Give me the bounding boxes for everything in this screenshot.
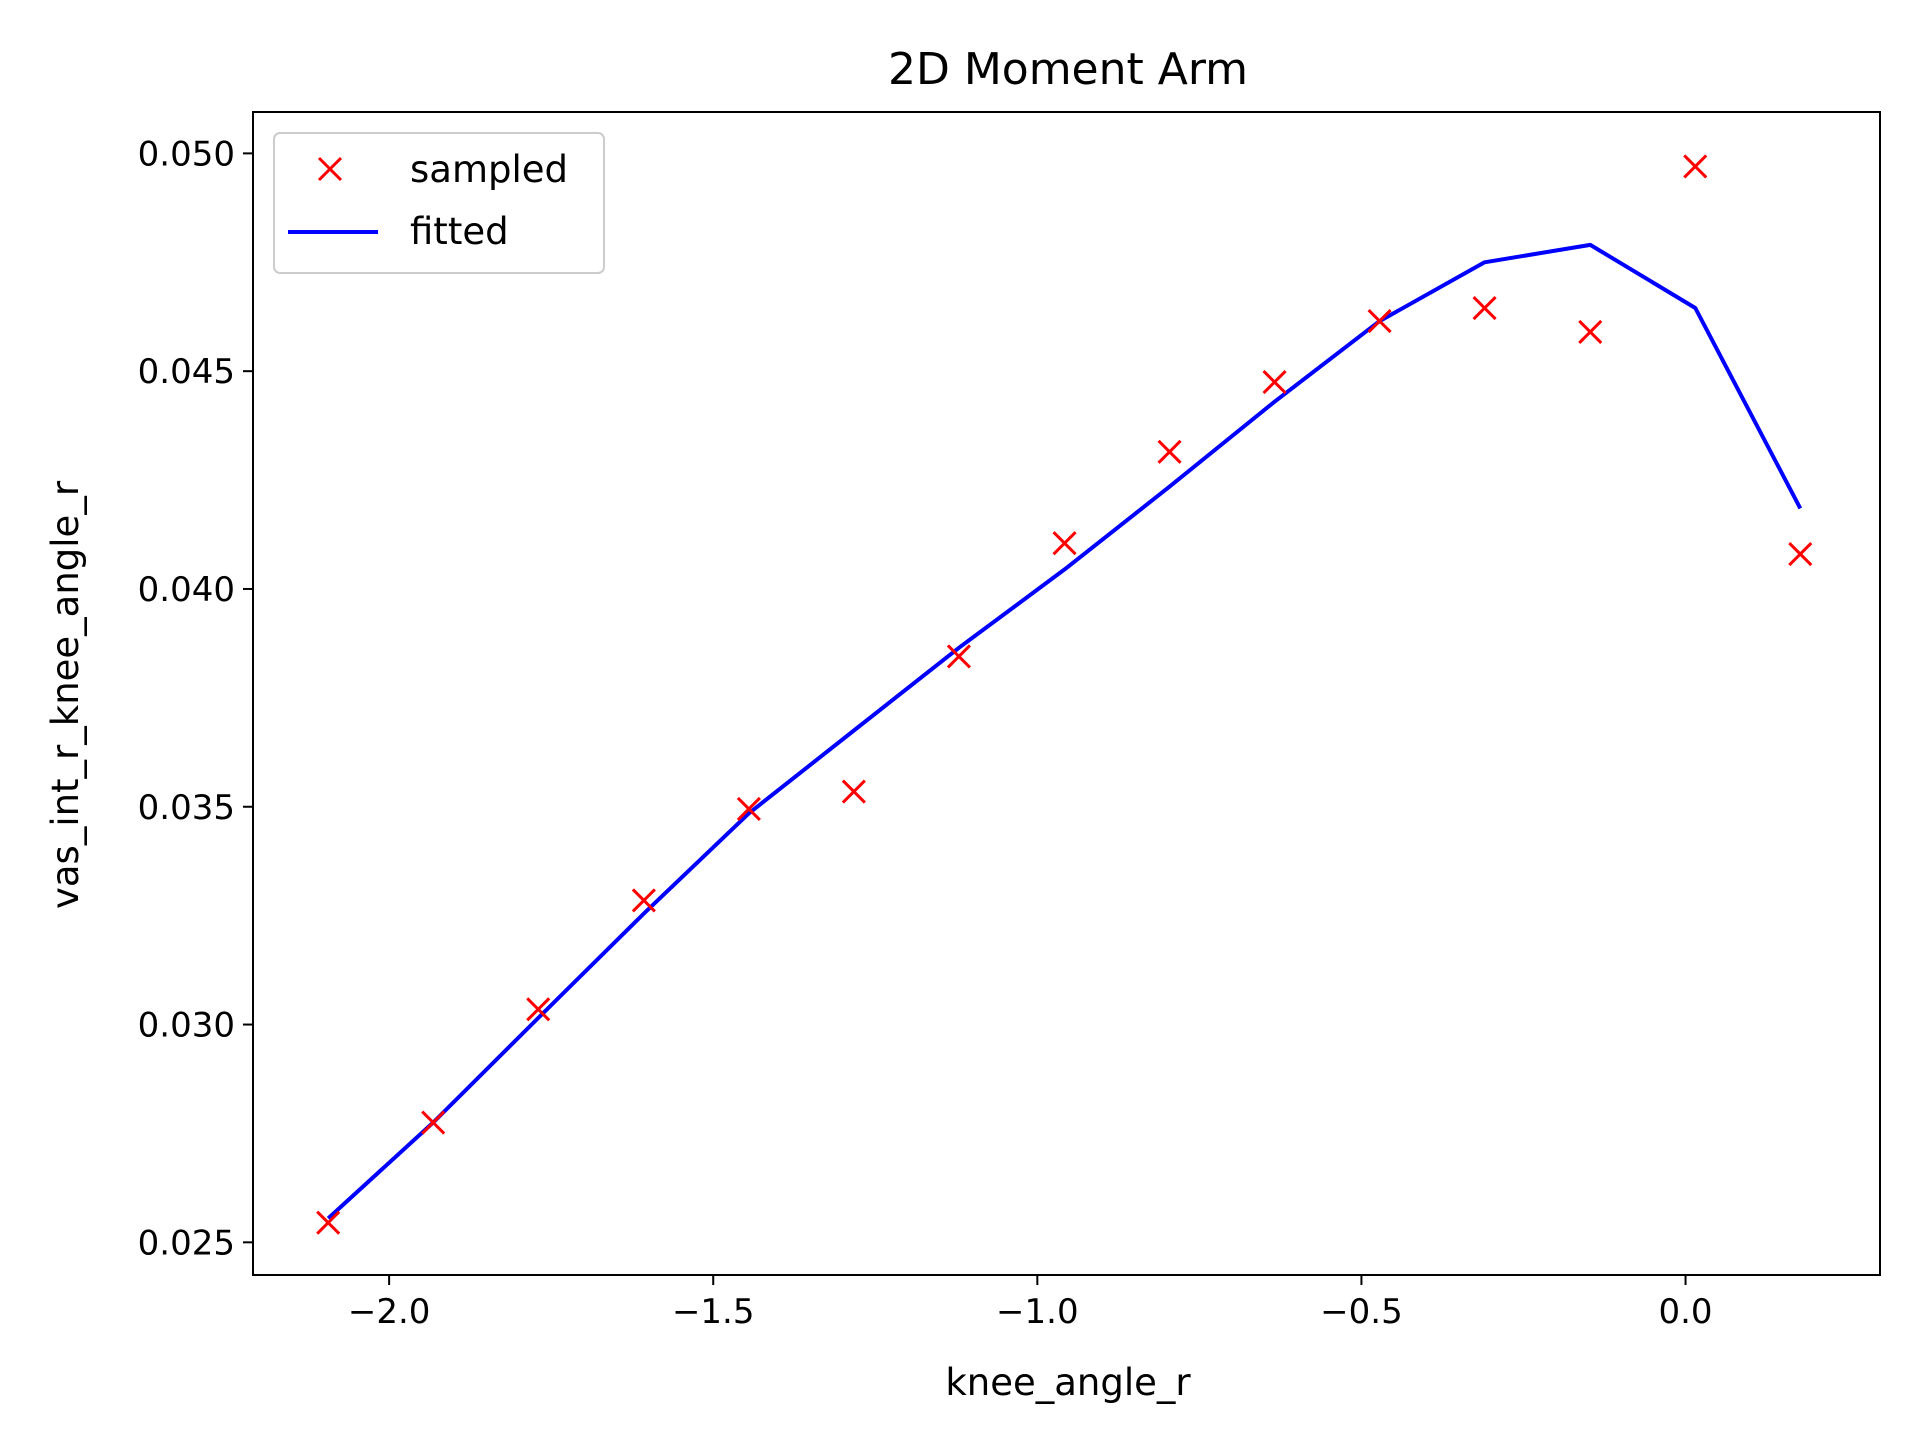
- data-point-sampled: [1683, 154, 1708, 179]
- x-axis: −2.0 −1.5 −1.0 −0.5 0.0: [348, 1275, 1713, 1332]
- data-point-sampled: [1262, 369, 1287, 395]
- x-tick-label: 0.0: [1658, 1292, 1712, 1332]
- data-point-sampled: [841, 779, 866, 804]
- x-tick-label: −1.0: [996, 1292, 1079, 1332]
- legend: sampled fitted: [273, 132, 605, 274]
- data-point-sampled: [631, 888, 656, 913]
- plot-area: [252, 111, 1881, 1276]
- data-point-sampled: [1157, 439, 1182, 464]
- data-point-sampled: [1052, 531, 1077, 556]
- y-tick-label: 0.035: [138, 788, 235, 828]
- y-tick-label: 0.050: [138, 134, 235, 174]
- y-tick-label: 0.045: [138, 352, 235, 392]
- series-sampled: [316, 154, 1813, 1235]
- data-point-sampled: [1788, 542, 1813, 567]
- x-axis-label: knee_angle_r: [945, 1361, 1191, 1404]
- data-point-sampled: [1578, 319, 1603, 345]
- series-fitted: [326, 242, 1803, 1220]
- x-tick-label: −0.5: [1320, 1292, 1403, 1332]
- data-point-sampled: [421, 1110, 446, 1135]
- y-tick-label: 0.030: [138, 1006, 235, 1046]
- data-point-sampled: [526, 997, 551, 1022]
- data-point-sampled: [736, 796, 761, 821]
- data-point-sampled: [1472, 295, 1497, 321]
- legend-frame: [273, 132, 605, 274]
- data-point-sampled: [316, 1210, 341, 1235]
- y-tick-label: 0.025: [138, 1223, 235, 1263]
- y-axis-label: vas_int_r_knee_angle_r: [44, 480, 87, 909]
- x-tick-label: −1.5: [672, 1292, 755, 1332]
- chart-title: 2D Moment Arm: [888, 44, 1248, 95]
- data-point-sampled: [946, 644, 971, 669]
- legend-label-fitted: fitted: [410, 210, 509, 253]
- fitted-line: [326, 242, 1803, 1220]
- legend-label-sampled: sampled: [410, 148, 568, 191]
- x-tick-label: −2.0: [348, 1292, 431, 1332]
- y-tick-label: 0.040: [138, 570, 235, 610]
- data-point-sampled: [1367, 309, 1392, 334]
- y-axis: 0.025 0.030 0.035 0.040 0.045 0.050: [138, 134, 253, 1263]
- legend-sampled-marker: [317, 156, 343, 182]
